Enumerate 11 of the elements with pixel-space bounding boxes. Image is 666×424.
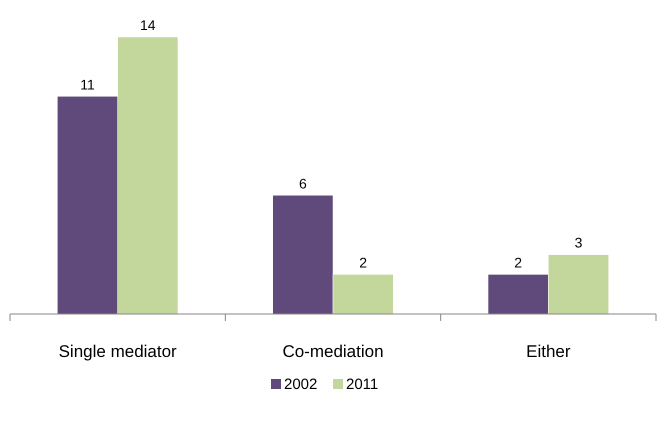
data-label: 3	[574, 234, 583, 251]
x-tick-label: Co-mediation	[282, 342, 384, 361]
x-tick-label: Either	[526, 342, 571, 361]
data-label: 2	[514, 254, 522, 270]
data-label: 14	[140, 17, 156, 33]
legend-label: 2011	[346, 376, 378, 393]
x-tick-label: Single mediator	[58, 342, 178, 361]
legend-label: 2002	[284, 376, 318, 393]
data-label: 6	[298, 175, 307, 192]
data-label: 2	[359, 254, 368, 270]
data-label: 11	[80, 76, 95, 92]
